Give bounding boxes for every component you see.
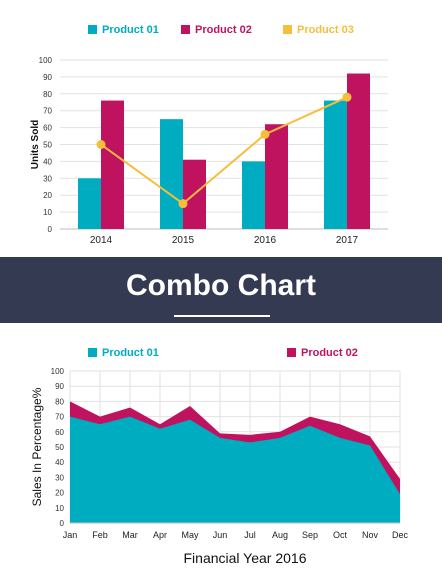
y-tick-label: 80: [43, 90, 52, 99]
legend-swatch: [88, 348, 97, 357]
legend-label: Product 01: [102, 24, 159, 36]
x-tick-label: Jan: [63, 530, 78, 540]
line-point: [96, 140, 106, 149]
line-point: [260, 129, 270, 139]
x-tick-label: Aug: [272, 530, 288, 540]
y-axis-label: Units Sold: [30, 120, 41, 169]
bar: [242, 161, 265, 229]
stacked-area-chart: Product 01 Product 02 0 10 20 30 40 50 60 70 80 90 1…: [30, 347, 409, 566]
x-tick-label: 2014: [90, 235, 113, 246]
line-point: [178, 199, 188, 209]
combo-bar-line-chart: Product 01 Product 02 Product 03 0 10 20 30 40 5…: [30, 24, 388, 246]
y-tick-label: 70: [55, 413, 64, 422]
x-tick-label: 2015: [172, 235, 195, 246]
x-tick-label: Sep: [302, 530, 318, 540]
y-tick-label: 20: [55, 489, 64, 498]
y-tick-label: 40: [55, 458, 64, 467]
x-tick-label: Feb: [92, 530, 108, 540]
bar: [265, 124, 288, 229]
legend-swatch: [283, 25, 292, 34]
y-tick-label: 90: [55, 382, 64, 391]
line-point: [342, 92, 352, 102]
y-tick-label: 50: [43, 141, 52, 150]
x-tick-label: 2016: [254, 235, 277, 246]
y-tick-label: 50: [55, 443, 64, 452]
legend-label: Product 02: [195, 24, 252, 36]
y-tick-label: 30: [55, 473, 64, 482]
y-tick-label: 30: [43, 174, 52, 183]
y-axis-label: Sales In Percentage%: [30, 387, 44, 506]
x-tick-label: Mar: [122, 530, 138, 540]
x-tick-label: Apr: [153, 530, 167, 540]
y-tick-label: 60: [55, 428, 64, 437]
y-tick-label: 60: [43, 124, 52, 133]
x-tick-label: Oct: [333, 530, 348, 540]
x-tick-label: Jul: [244, 530, 256, 540]
y-tick-label: 0: [48, 225, 53, 234]
legend-label: Product 02: [301, 347, 358, 359]
bar: [78, 178, 101, 229]
bar: [347, 73, 370, 230]
bar: [101, 100, 124, 229]
line-series: [100, 96, 348, 205]
y-tick-label: 20: [43, 191, 52, 200]
y-tick-label: 70: [43, 107, 52, 116]
y-tick-label: 100: [51, 367, 65, 376]
y-tick-label: 40: [43, 157, 52, 166]
legend-swatch: [181, 25, 190, 34]
y-tick-label: 100: [39, 56, 53, 65]
x-tick-label: May: [181, 530, 199, 540]
legend-label: Product 03: [297, 24, 354, 36]
legend-label: Product 01: [102, 347, 159, 359]
area-series: [70, 416, 400, 523]
y-tick-label: 10: [55, 504, 64, 513]
bar: [324, 100, 347, 229]
x-tick-label: Jun: [213, 530, 228, 540]
x-tick-label: Dec: [392, 530, 409, 540]
x-tick-label: 2017: [336, 235, 359, 246]
x-axis-label: Financial Year 2016: [184, 550, 307, 566]
y-tick-label: 0: [60, 519, 65, 528]
banner-underline: [174, 315, 270, 317]
legend-swatch: [287, 348, 296, 357]
legend-swatch: [88, 25, 97, 34]
x-tick-label: Nov: [362, 530, 379, 540]
y-tick-label: 10: [43, 208, 52, 217]
y-tick-label: 90: [43, 73, 52, 82]
banner-title: Combo Chart: [126, 269, 316, 302]
y-tick-label: 80: [55, 397, 64, 406]
banner: Combo Chart: [0, 257, 442, 323]
bar: [160, 119, 183, 229]
